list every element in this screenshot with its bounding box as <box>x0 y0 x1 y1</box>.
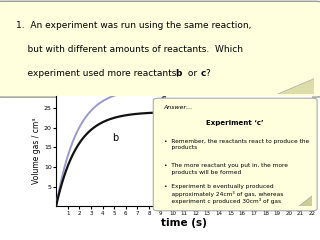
Polygon shape <box>294 195 312 209</box>
Text: b: b <box>112 133 118 143</box>
Polygon shape <box>276 78 314 94</box>
Text: b: b <box>175 69 182 78</box>
Text: •  Remember, the reactants react to produce the
    products: • Remember, the reactants react to produ… <box>164 139 309 150</box>
Text: •  Experiment b eventually produced
    approximately 24cm³ of gas, whereas
    : • Experiment b eventually produced appro… <box>164 184 283 204</box>
Text: c: c <box>200 69 206 78</box>
Text: Experiment ‘c’: Experiment ‘c’ <box>206 120 264 126</box>
Text: Answer…: Answer… <box>164 105 193 110</box>
Text: or: or <box>185 69 200 78</box>
Text: ?: ? <box>205 69 210 78</box>
Text: c: c <box>161 94 166 104</box>
Text: •  The more reactant you put in, the more
    products will be formed: • The more reactant you put in, the more… <box>164 163 287 174</box>
FancyBboxPatch shape <box>153 98 317 211</box>
Text: 1.  An experiment was run using the same reaction,: 1. An experiment was run using the same … <box>16 21 251 30</box>
X-axis label: time (s): time (s) <box>161 218 207 228</box>
FancyBboxPatch shape <box>0 1 320 97</box>
Text: experiment used more reactants,: experiment used more reactants, <box>16 69 182 78</box>
Y-axis label: Volume gas / cm³: Volume gas / cm³ <box>32 118 41 184</box>
Text: but with different amounts of reactants.  Which: but with different amounts of reactants.… <box>16 45 243 54</box>
